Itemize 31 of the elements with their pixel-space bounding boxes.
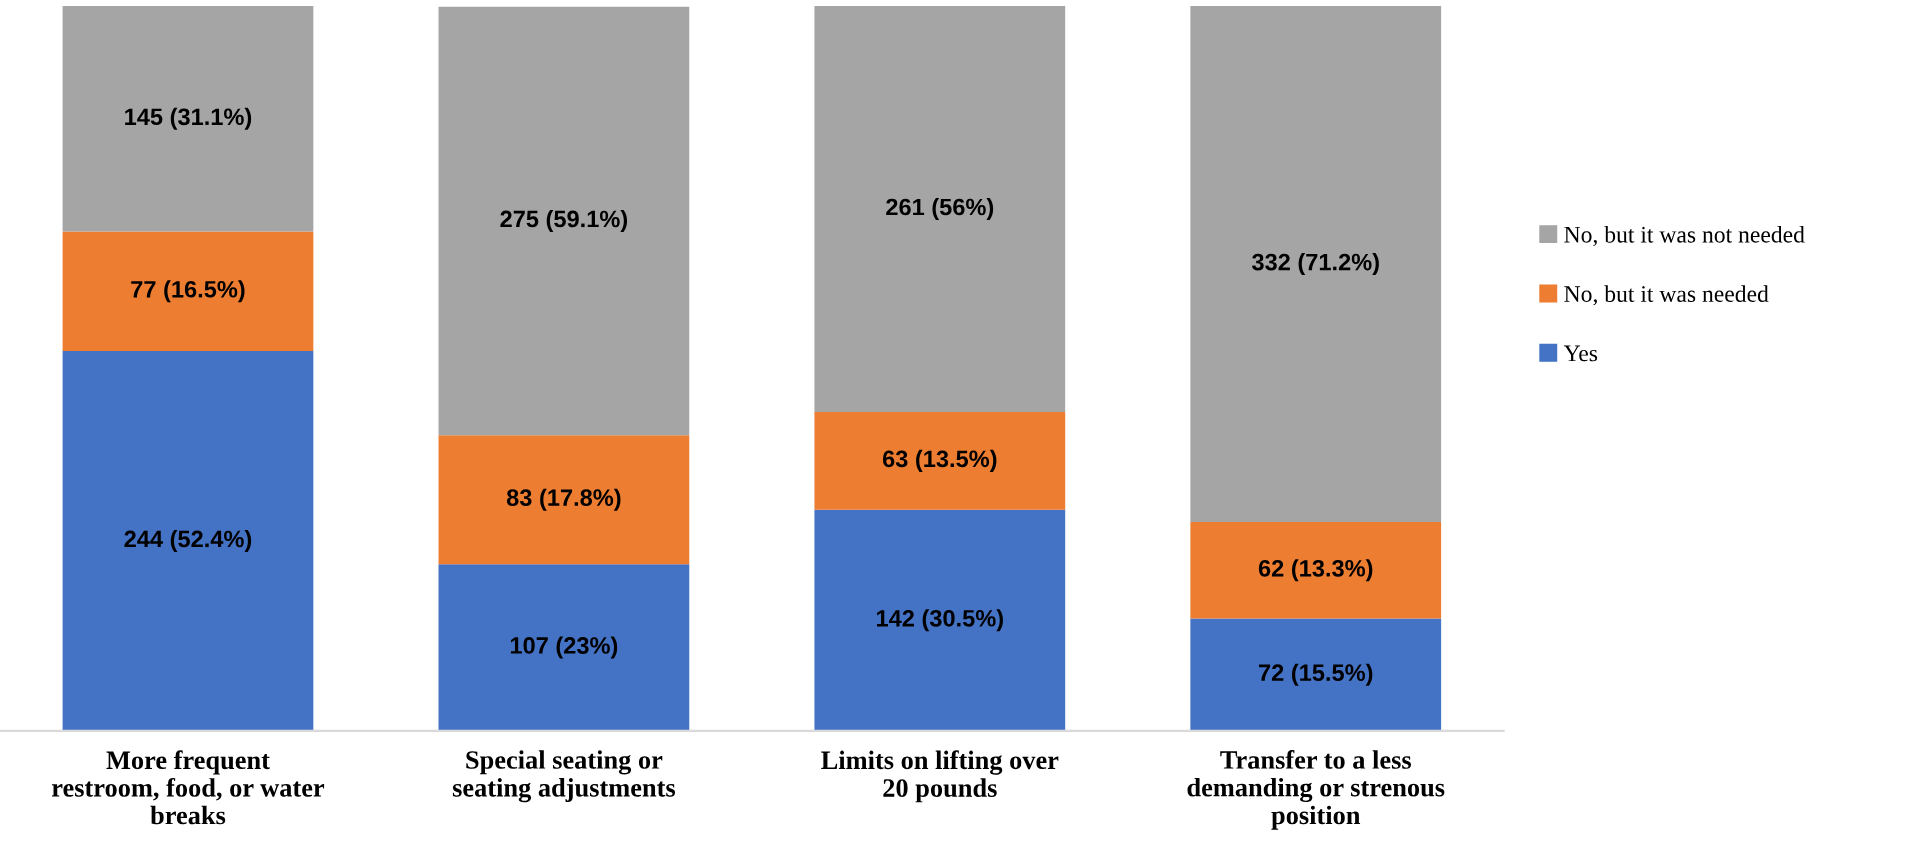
- bar: [438, 564, 690, 731]
- data-label: 275 (59.1%): [500, 209, 628, 232]
- legend-label: No, but it was needed: [1564, 285, 1769, 306]
- legend-label: Yes: [1563, 345, 1598, 362]
- data-label: 145 (31.1%): [125, 107, 252, 130]
- data-label: 261 (56%): [886, 198, 994, 221]
- data-label: 332 (71.2%): [1251, 253, 1379, 276]
- bar: [1190, 522, 1442, 619]
- data-label: 142 (30.5%): [877, 609, 1003, 632]
- x-tick-label: Transfer to a less demanding or strenous position: [1187, 750, 1445, 830]
- data-label: 244 (52.4%): [124, 529, 252, 552]
- x-tick-label: Limits on lifting over 20 pounds: [821, 750, 1059, 803]
- bar: [814, 6, 1066, 412]
- x-tick-label: Special seating or seating adjustments: [452, 750, 676, 803]
- bar: [1190, 6, 1442, 523]
- bar: [62, 351, 314, 731]
- data-label: 77 (16.5%): [131, 280, 245, 303]
- legend-label: No, but it was not needed: [1564, 226, 1805, 247]
- data-label: 62 (13.3%): [1258, 559, 1373, 582]
- bar: [1190, 618, 1442, 731]
- bar: [62, 6, 314, 232]
- bar: [814, 411, 1066, 510]
- x-tick-label: More frequent restroom, food, or water breaks: [51, 750, 325, 825]
- data-label: 107 (23%): [510, 636, 618, 659]
- bar: [438, 6, 690, 436]
- data-label: 83 (17.8%): [506, 488, 621, 511]
- bar: [438, 435, 690, 565]
- data-label: 72 (15.5%): [1259, 663, 1373, 686]
- data-label: 63 (13.5%): [882, 449, 997, 472]
- bar: [62, 231, 314, 352]
- bar: [814, 509, 1066, 731]
